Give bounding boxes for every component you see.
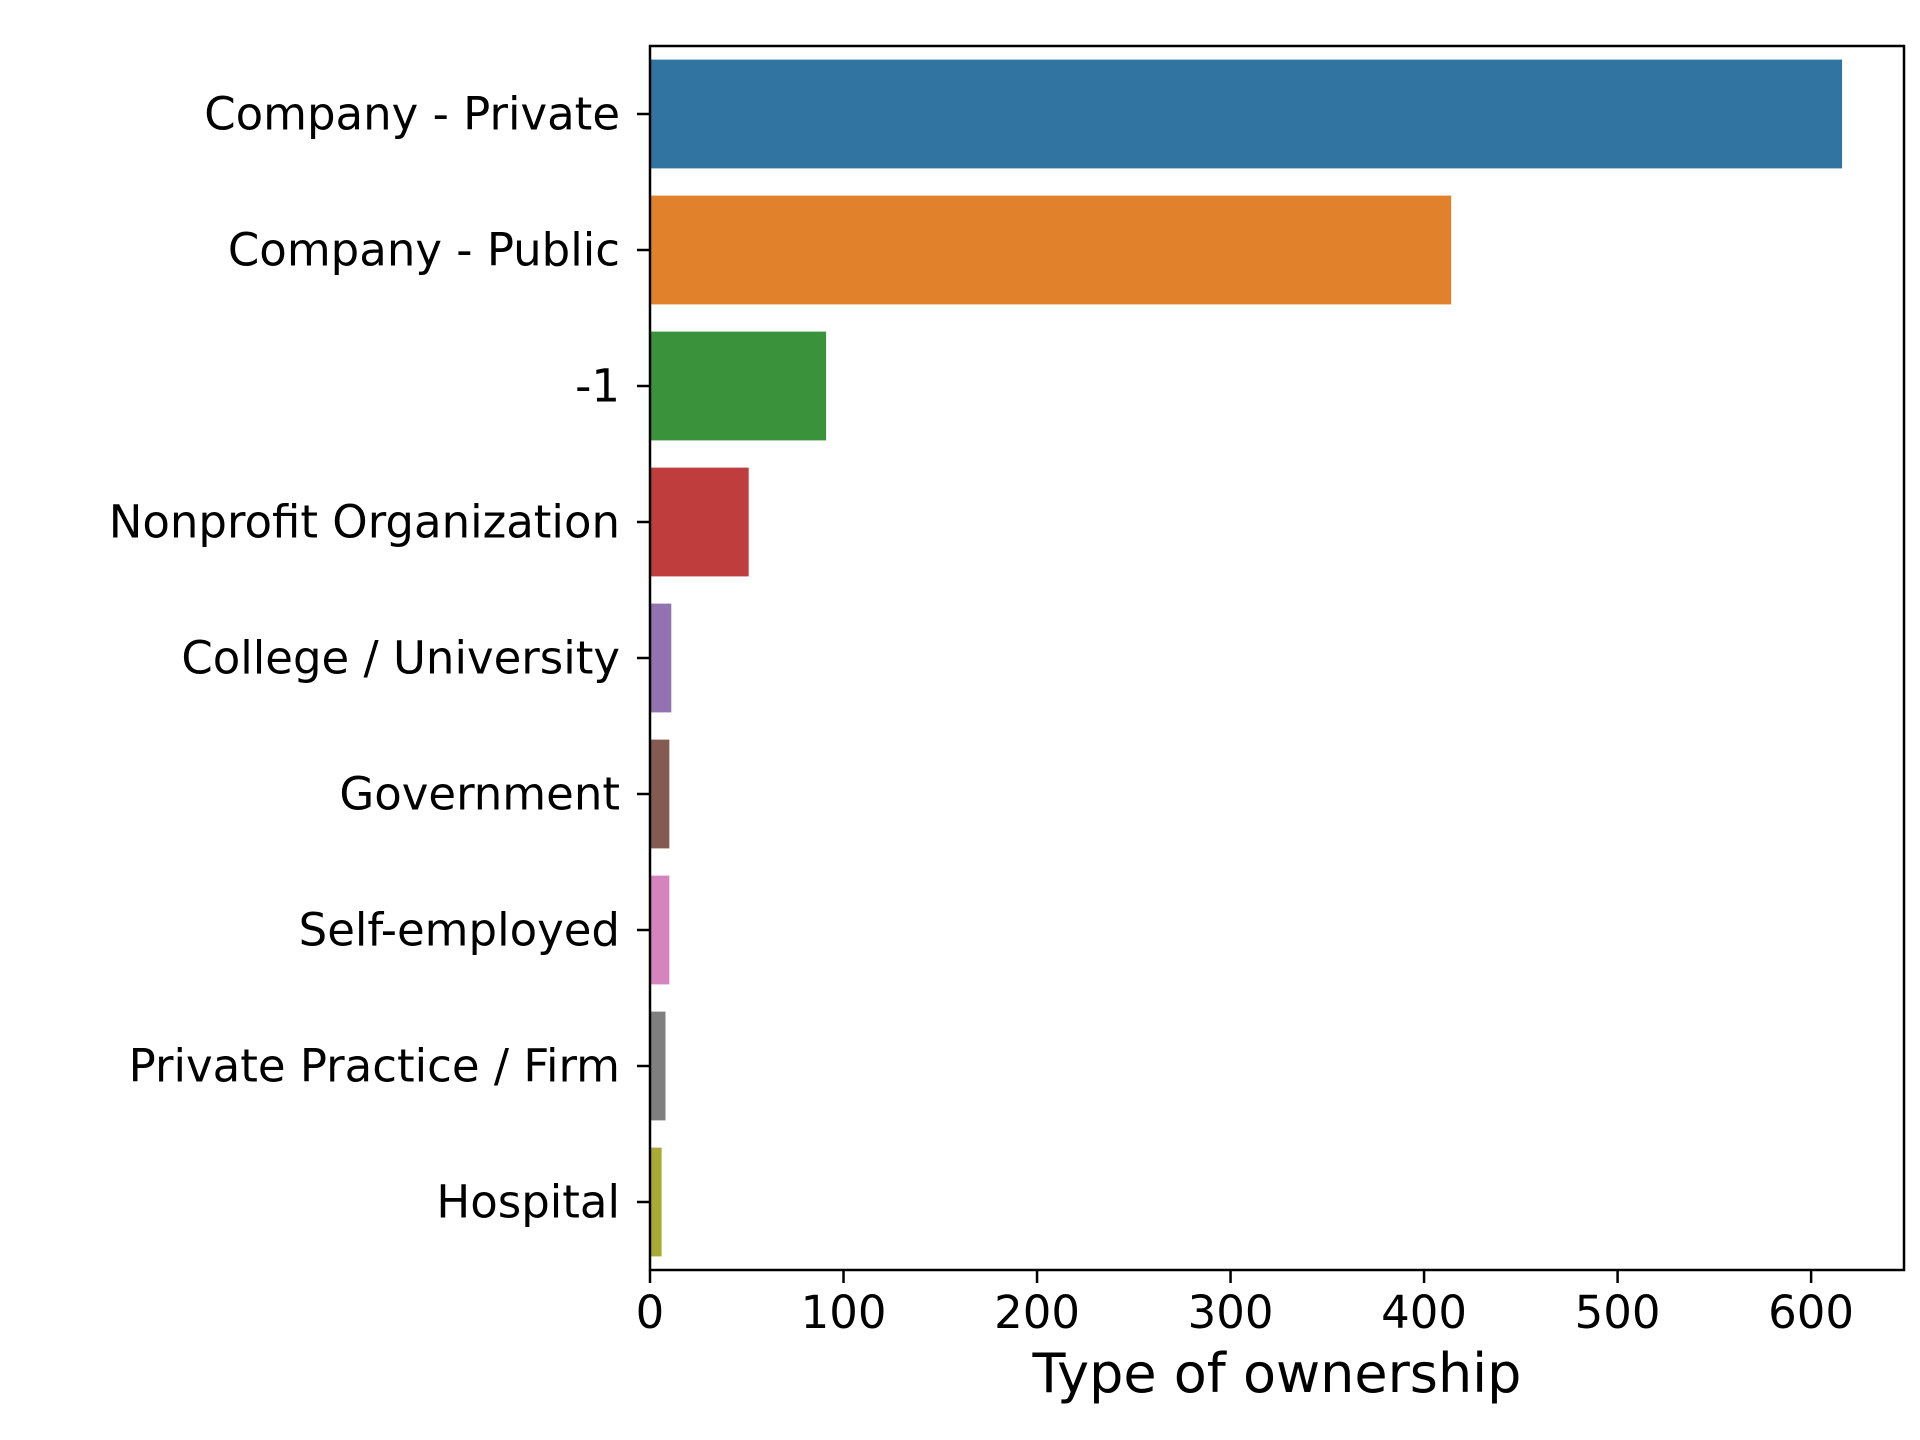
- bars-group: [650, 59, 1843, 1257]
- x-axis-title: Type of ownership: [1032, 1342, 1522, 1405]
- y-tick-label: Company - Public: [228, 224, 620, 277]
- y-axis: Company - Private Company - Public -1 Nonpr…: [109, 88, 650, 1229]
- y-tick-label: Company - Private: [204, 88, 620, 141]
- bar-1: [650, 195, 1452, 305]
- y-tick-label: Hospital: [436, 1176, 620, 1229]
- x-tick-label: 300: [1188, 1286, 1274, 1339]
- bar-0: [650, 59, 1843, 169]
- plot-frame: [648, 44, 1906, 1272]
- y-tick-label: Government: [339, 768, 620, 821]
- y-tick-label: Private Practice / Firm: [129, 1040, 620, 1093]
- bar-5: [650, 739, 670, 849]
- x-tick-label: 0: [636, 1286, 665, 1339]
- x-tick-label: 200: [994, 1286, 1080, 1339]
- bar-3: [650, 467, 749, 577]
- y-tick-label: -1: [575, 360, 620, 413]
- x-tick-label: 600: [1768, 1286, 1854, 1339]
- bar-4: [650, 603, 672, 713]
- bar-7: [650, 1011, 666, 1121]
- y-tick-label: Self-employed: [299, 904, 620, 957]
- x-tick-label: 100: [801, 1286, 887, 1339]
- y-tick-label: Nonprofit Organization: [109, 496, 620, 549]
- y-tick-label: College / University: [181, 632, 620, 685]
- x-axis: 0 100 200 300 400 500 600: [636, 1270, 1854, 1339]
- x-tick-label: 500: [1575, 1286, 1661, 1339]
- bar-8: [650, 1147, 662, 1257]
- bar-6: [650, 875, 670, 985]
- x-tick-label: 400: [1381, 1286, 1467, 1339]
- bar-2: [650, 331, 827, 441]
